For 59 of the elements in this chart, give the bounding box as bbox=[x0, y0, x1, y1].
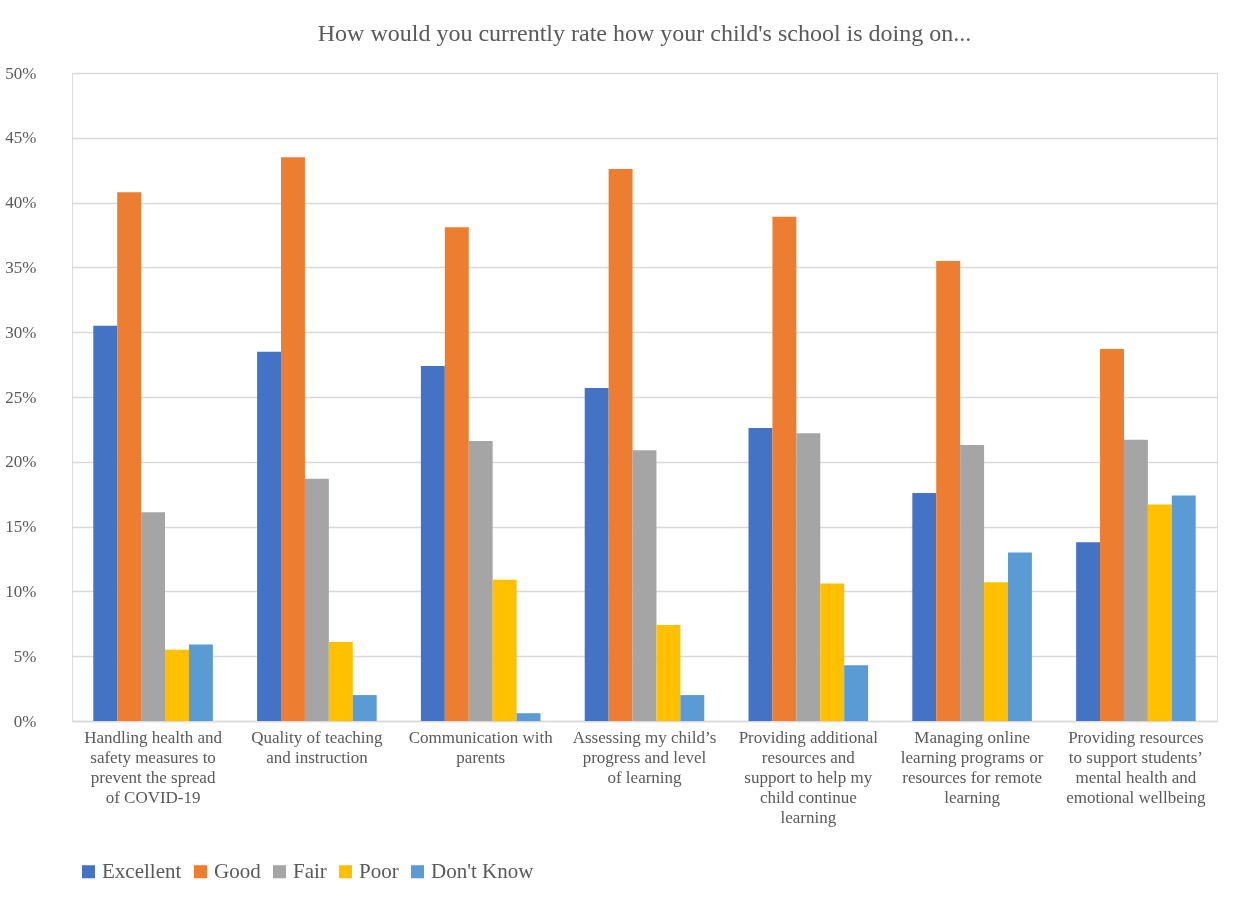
y-tick-label: 15% bbox=[5, 517, 37, 537]
bar bbox=[141, 512, 166, 721]
bar bbox=[328, 641, 353, 721]
y-tick-label: 40% bbox=[5, 193, 37, 213]
y-tick-label: 5% bbox=[13, 646, 37, 666]
bar bbox=[468, 441, 493, 721]
chart-title: How would you currently rate how your child's school is doing on... bbox=[317, 20, 972, 46]
bar bbox=[912, 492, 937, 721]
y-tick-label: 10% bbox=[5, 581, 37, 601]
y-tick-label: 50% bbox=[5, 63, 37, 83]
legend-label: Don't Know bbox=[431, 858, 535, 883]
x-tick-label: Providing additional resources and support to help my child continue learning bbox=[738, 727, 879, 827]
bar bbox=[1007, 552, 1032, 721]
bar bbox=[1171, 495, 1196, 721]
x-tick-label: Assessing my child’s progress and level of learning bbox=[572, 727, 717, 787]
bar bbox=[820, 583, 845, 721]
bar bbox=[936, 260, 961, 721]
bar bbox=[516, 713, 541, 721]
bar bbox=[93, 325, 118, 721]
bar bbox=[680, 695, 705, 721]
bar bbox=[304, 478, 329, 721]
bar bbox=[444, 227, 469, 721]
bar bbox=[1123, 439, 1148, 721]
bar bbox=[1076, 542, 1101, 721]
bar bbox=[281, 157, 305, 721]
bar bbox=[352, 695, 377, 721]
bar bbox=[1100, 349, 1124, 721]
bar bbox=[257, 351, 282, 721]
bar bbox=[188, 644, 213, 721]
bar bbox=[117, 192, 142, 721]
y-tick-label: 25% bbox=[5, 387, 37, 407]
y-tick-label: 30% bbox=[5, 322, 37, 342]
legend-label: Good bbox=[214, 858, 262, 883]
bar bbox=[492, 579, 517, 721]
bar bbox=[796, 433, 821, 721]
bar bbox=[584, 387, 609, 721]
bar bbox=[960, 444, 985, 721]
legend-label: Excellent bbox=[102, 858, 182, 883]
x-tick-label: Communication with parents bbox=[408, 727, 554, 767]
bar bbox=[656, 625, 681, 721]
bar bbox=[748, 428, 773, 721]
legend-label: Poor bbox=[359, 858, 399, 883]
y-tick-label: 20% bbox=[5, 452, 37, 472]
bar bbox=[844, 665, 869, 721]
y-tick-label: 0% bbox=[13, 711, 37, 731]
bar bbox=[984, 582, 1008, 721]
y-tick-label: 35% bbox=[5, 257, 37, 277]
bar bbox=[608, 168, 633, 721]
bar bbox=[772, 216, 797, 721]
x-tick-label: Quality of teaching and instruction bbox=[251, 727, 383, 767]
bar bbox=[165, 649, 189, 721]
x-tick-label: Providing resources to support students’ mental health and emotional wellbeing bbox=[1066, 727, 1207, 807]
bar bbox=[1147, 504, 1172, 721]
y-tick-label: 45% bbox=[5, 128, 37, 148]
bar bbox=[632, 450, 657, 721]
bar bbox=[420, 365, 445, 721]
x-tick-label: Handling health and safety measures to prevent the spread of COVID-19 bbox=[84, 727, 223, 807]
x-tick-label: Managing online learning programs or resources for remote learning bbox=[900, 727, 1044, 807]
legend-label: Fair bbox=[293, 858, 327, 883]
